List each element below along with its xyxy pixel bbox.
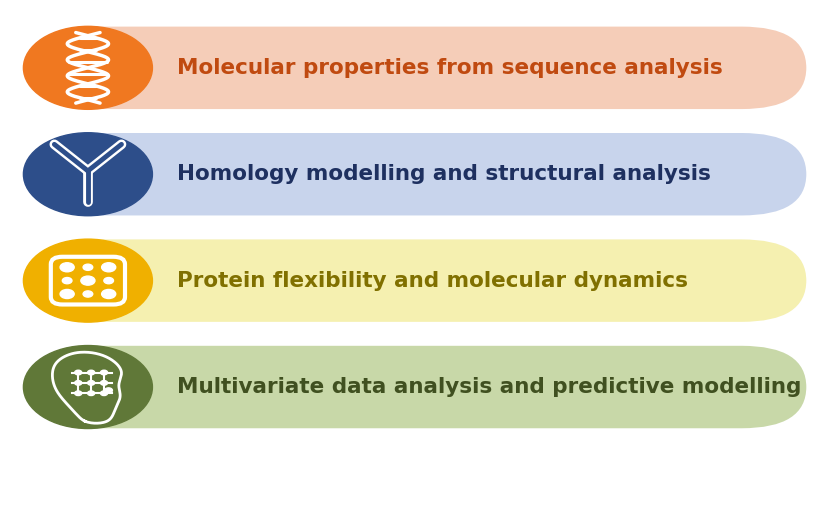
Circle shape [81, 276, 95, 285]
Circle shape [105, 388, 112, 393]
FancyBboxPatch shape [33, 346, 806, 428]
Text: Homology modelling and structural analysis: Homology modelling and structural analys… [177, 164, 711, 184]
Circle shape [101, 391, 108, 395]
Circle shape [23, 27, 152, 110]
FancyBboxPatch shape [33, 239, 806, 322]
Circle shape [104, 278, 113, 284]
FancyBboxPatch shape [33, 27, 806, 109]
Circle shape [101, 380, 108, 385]
Circle shape [83, 264, 93, 270]
Circle shape [74, 380, 82, 385]
Circle shape [74, 370, 82, 375]
Circle shape [62, 278, 72, 284]
Text: Multivariate data analysis and predictive modelling: Multivariate data analysis and predictiv… [177, 377, 801, 397]
Circle shape [60, 263, 74, 272]
Circle shape [60, 289, 74, 298]
FancyBboxPatch shape [33, 133, 806, 215]
Circle shape [88, 370, 94, 375]
Text: Molecular properties from sequence analysis: Molecular properties from sequence analy… [177, 58, 723, 78]
Circle shape [23, 133, 152, 216]
Circle shape [23, 239, 152, 322]
Circle shape [102, 263, 116, 272]
Circle shape [83, 291, 93, 297]
Circle shape [23, 346, 152, 429]
Circle shape [74, 391, 82, 395]
Circle shape [102, 289, 116, 298]
Circle shape [88, 391, 94, 395]
Circle shape [101, 370, 108, 375]
Circle shape [88, 380, 94, 385]
Text: Protein flexibility and molecular dynamics: Protein flexibility and molecular dynami… [177, 271, 688, 290]
